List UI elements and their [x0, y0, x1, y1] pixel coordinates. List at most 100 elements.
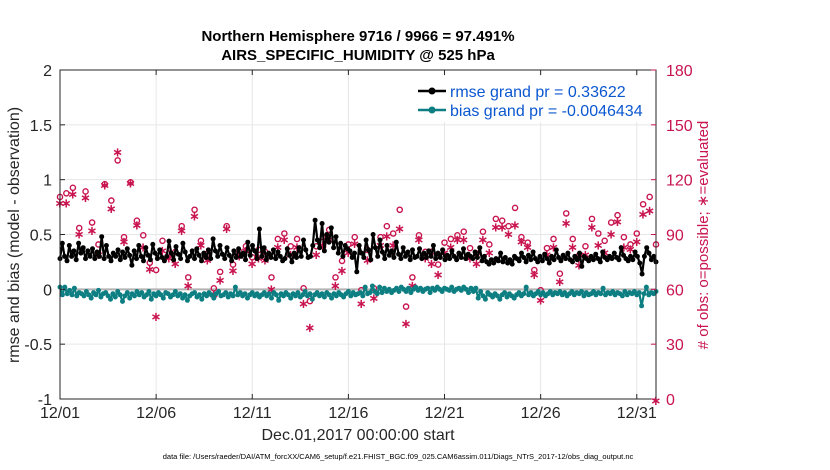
obs-possible-marker: [550, 235, 557, 243]
obs-evaluated-marker: ∗: [356, 297, 367, 312]
obs-possible-marker: [639, 200, 647, 208]
bias-point: [81, 293, 87, 299]
obs-evaluated-marker: ∗: [317, 239, 328, 254]
rmse-point: [62, 253, 68, 259]
rmse-point: [375, 253, 381, 259]
rmse-point: [71, 248, 77, 254]
rmse-point: [106, 253, 112, 259]
rmse-point: [308, 253, 313, 259]
rmse-point: [651, 253, 657, 259]
rmse-point: [639, 271, 645, 277]
obs-possible-marker: [82, 188, 89, 195]
right-y-tick-label: 90: [666, 228, 684, 245]
x-axis-label: Dec.01,2017 00:00:00 start: [261, 427, 455, 444]
obs-evaluated-marker: ∗: [138, 240, 149, 255]
bias-point: [307, 291, 313, 297]
rmse-point: [166, 238, 172, 244]
rmse-point: [78, 250, 84, 256]
obs-evaluated-marker: ∗: [381, 230, 392, 245]
obs-evaluated-marker: ∗: [164, 251, 175, 266]
rmse-point: [479, 258, 485, 264]
bias-point: [196, 292, 202, 298]
obs-evaluated-marker: ∗: [433, 268, 444, 283]
obs-possible-marker: [223, 222, 230, 230]
rmse-point: [266, 250, 272, 256]
rmse-point: [173, 244, 179, 250]
rmse-point: [461, 246, 466, 252]
rmse-point: [507, 257, 513, 263]
obs-evaluated-marker: ∗: [272, 240, 283, 255]
left-y-tick-label: 0: [43, 282, 52, 299]
rmse-point: [382, 256, 388, 262]
rmse-point: [117, 257, 123, 263]
rmse-point: [199, 258, 204, 264]
bias-point: [406, 285, 411, 291]
rmse-point: [236, 246, 242, 252]
rmse-point: [331, 245, 337, 251]
rmse-point: [558, 258, 564, 264]
obs-evaluated-marker: ∗: [458, 233, 469, 248]
rmse-point: [321, 248, 327, 254]
rmse-point: [150, 241, 156, 247]
obs-possible-marker: [505, 222, 512, 230]
rmse-point: [405, 249, 411, 255]
obs-count-markers: ∗∗∗∗∗∗∗∗∗∗∗∗∗∗∗∗∗∗∗∗∗∗∗∗∗∗∗∗∗∗∗∗∗∗∗∗∗∗∗∗…: [55, 145, 662, 409]
obs-evaluated-marker: ∗: [471, 257, 482, 272]
bias-point: [192, 290, 198, 296]
rmse-point: [250, 243, 255, 248]
obs-evaluated-marker: ∗: [503, 228, 514, 243]
rmse-point: [222, 256, 228, 262]
bias-point: [396, 289, 402, 294]
obs-evaluated-marker: ∗: [413, 233, 424, 248]
rmse-point: [574, 257, 580, 263]
right-y-axis-ticks: 180 150 120 90 60 30 0: [651, 63, 693, 409]
bias-point: [266, 291, 272, 297]
bias-point: [288, 295, 294, 301]
obs-possible-marker: [531, 266, 538, 274]
obs-possible-marker: [595, 230, 602, 237]
rmse-point: [372, 245, 378, 251]
obs-evaluated-marker: ∗: [125, 176, 136, 191]
rmse-point: [428, 253, 434, 259]
chart-title-line1: Northern Hemisphere 9716 / 9966 = 97.491…: [201, 28, 514, 45]
obs-possible-marker: [159, 237, 166, 245]
rmse-point: [537, 253, 543, 259]
obs-evaluated-marker: ∗: [516, 235, 527, 250]
rmse-point: [363, 237, 369, 243]
bias-point: [59, 292, 65, 298]
rmse-point: [73, 257, 79, 263]
obs-evaluated-marker: ∗: [426, 257, 437, 272]
rmse-point: [171, 257, 177, 263]
legend-bias-label: bias grand pr = -0.0046434: [450, 103, 643, 120]
obs-evaluated-marker: ∗: [542, 248, 553, 263]
obs-possible-marker: [351, 233, 359, 241]
rmse-point: [386, 252, 392, 258]
rmse-point: [356, 243, 362, 248]
bias-point: [182, 292, 188, 298]
rmse-point: [551, 257, 557, 263]
bias-point: [641, 291, 647, 297]
rmse-point: [76, 240, 82, 246]
obs-possible-marker: [287, 242, 295, 250]
bias-point: [523, 284, 529, 290]
obs-possible-marker: [293, 235, 301, 243]
rmse-point: [138, 253, 144, 259]
rmse-point: [516, 258, 522, 264]
obs-possible-marker: [268, 274, 275, 281]
obs-possible-marker: [620, 233, 628, 241]
obs-evaluated-marker: ∗: [215, 273, 226, 288]
bias-point: [139, 290, 145, 296]
rmse-point: [338, 240, 344, 246]
chart-title-line2: AIRS_SPECIFIC_HUMIDITY @ 525 hPa: [221, 47, 495, 64]
rmse-point: [101, 256, 107, 262]
obs-possible-marker: [178, 222, 185, 230]
rmse-point: [113, 253, 119, 259]
bias-point: [96, 287, 101, 293]
rmse-point: [340, 253, 346, 259]
rmse-point: [273, 256, 279, 262]
bias-point: [497, 296, 503, 302]
rmse-point: [261, 245, 267, 251]
right-y-tick-label: 30: [666, 337, 684, 354]
rmse-point: [175, 251, 181, 257]
rmse-point: [474, 255, 480, 260]
